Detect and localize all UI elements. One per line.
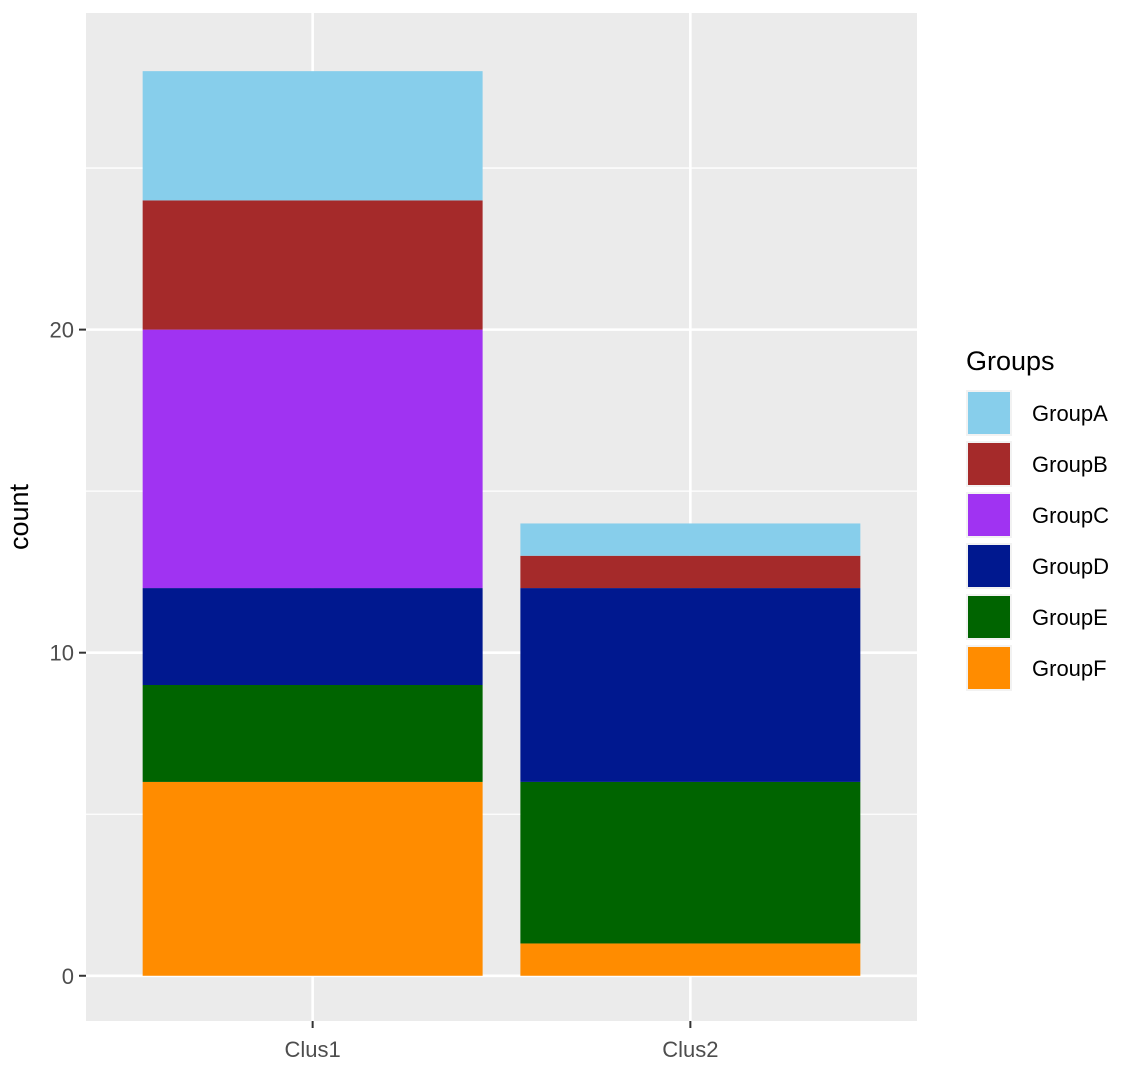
y-axis: 0 10 20 [50,318,86,989]
legend-label-groupf: GroupF [1032,656,1107,681]
bar-segment-clus1-groupd [142,588,483,685]
legend: Groups GroupA GroupB GroupC GroupD GroupE Gro… [966,346,1109,691]
legend-swatch-groupb [968,443,1010,485]
x-tick-label: Clus2 [662,1037,718,1062]
y-axis-title: count [4,483,34,550]
y-tick-label: 0 [62,964,74,989]
bar-segment-clus1-groupf [142,781,483,976]
legend-swatch-groupd [968,545,1010,587]
legend-label-groupb: GroupB [1032,452,1108,477]
y-tick-label: 20 [50,318,74,343]
legend-label-groupe: GroupE [1032,605,1108,630]
bar-segment-clus1-groupa [142,71,483,201]
bar-segment-clus1-groupc [142,329,483,589]
bars [142,71,861,976]
y-tick-label: 10 [50,641,74,666]
bar-segment-clus2-groupe [520,781,861,944]
legend-label-groupa: GroupA [1032,401,1108,426]
bar-segment-clus1-groupe [142,685,483,782]
bar-segment-clus1-groupb [142,200,483,330]
legend-swatch-groupe [968,596,1010,638]
legend-swatch-groupc [968,494,1010,536]
x-axis: Clus1 Clus2 [285,1021,718,1062]
bar-segment-clus2-groupf [520,943,861,976]
legend-swatch-groupf [968,647,1010,689]
legend-title: Groups [966,346,1055,376]
bar-segment-clus2-groupb [520,555,861,589]
legend-swatch-groupa [968,392,1010,434]
bar-segment-clus2-groupd [520,588,861,782]
x-tick-label: Clus1 [285,1037,341,1062]
legend-label-groupd: GroupD [1032,554,1109,579]
legend-label-groupc: GroupC [1032,503,1109,528]
bar-segment-clus2-groupa [520,523,861,556]
